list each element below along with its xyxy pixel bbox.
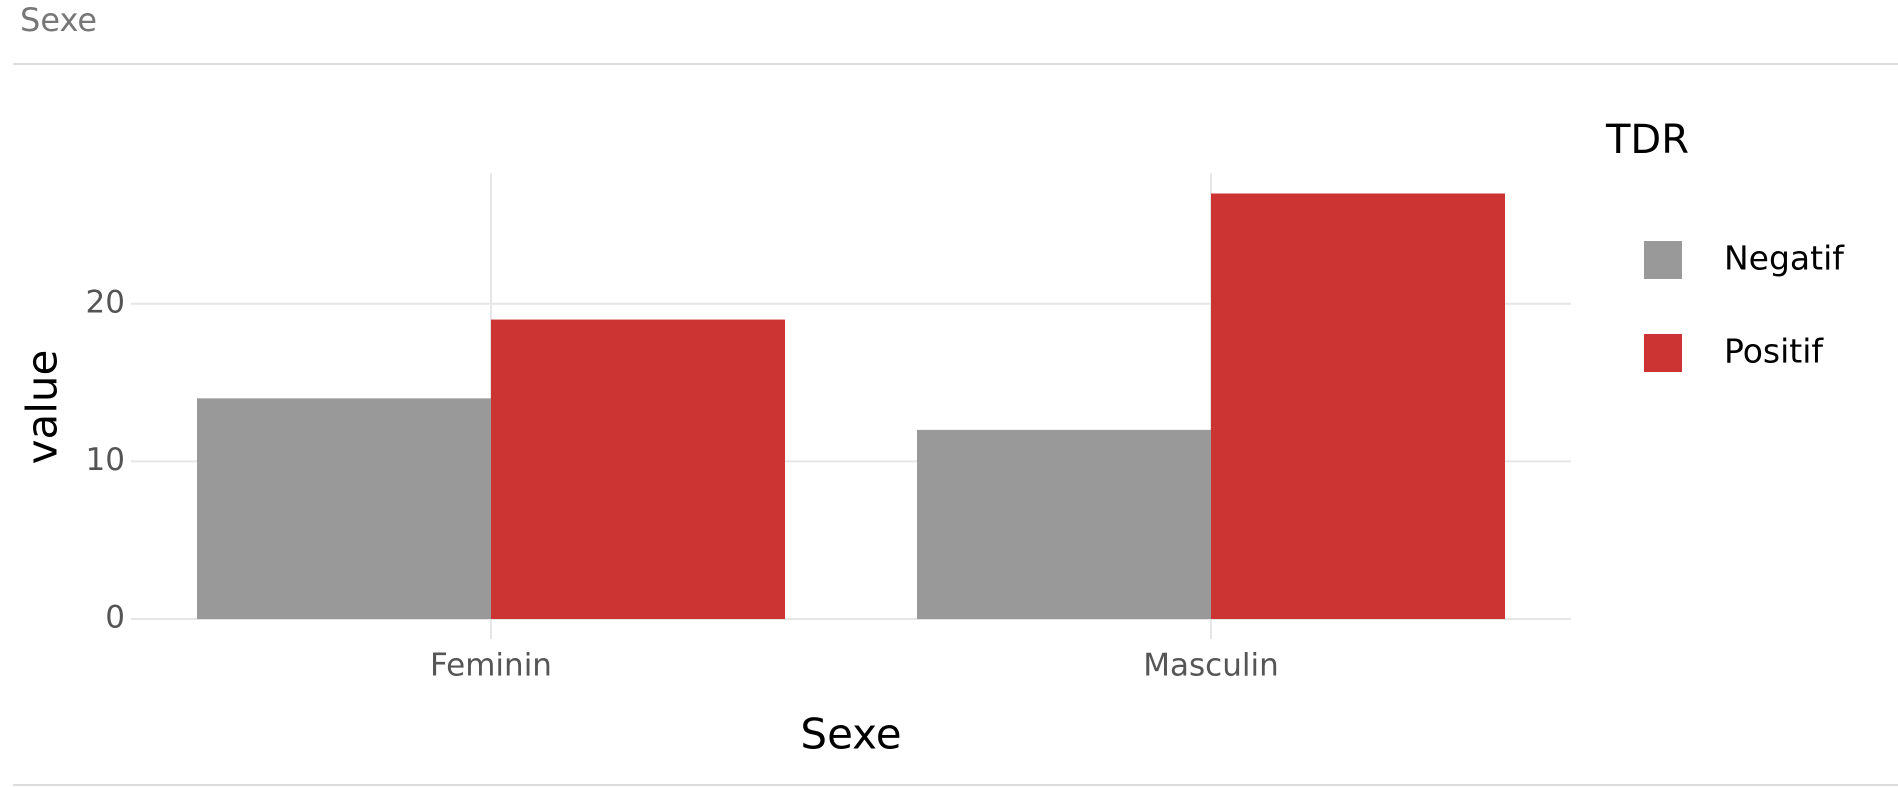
x-tick-label: Masculin xyxy=(1143,648,1278,684)
legend-swatch xyxy=(1644,334,1682,372)
legend-label: Positif xyxy=(1724,332,1824,371)
legend-title: TDR xyxy=(1605,117,1689,163)
bar xyxy=(1211,193,1506,620)
y-tick-label: 20 xyxy=(86,284,125,320)
bar xyxy=(916,429,1211,619)
y-axis-title: value xyxy=(18,350,67,465)
x-axis-title: Sexe xyxy=(800,710,901,759)
bar xyxy=(491,319,786,619)
y-tick-label: 10 xyxy=(86,442,125,478)
legend-swatch xyxy=(1644,241,1682,279)
card-title: Sexe xyxy=(20,1,97,39)
y-tick-label: 0 xyxy=(105,600,125,636)
bar xyxy=(196,398,491,619)
x-tick-label: Feminin xyxy=(430,648,552,684)
legend-label: Negatif xyxy=(1724,239,1845,278)
